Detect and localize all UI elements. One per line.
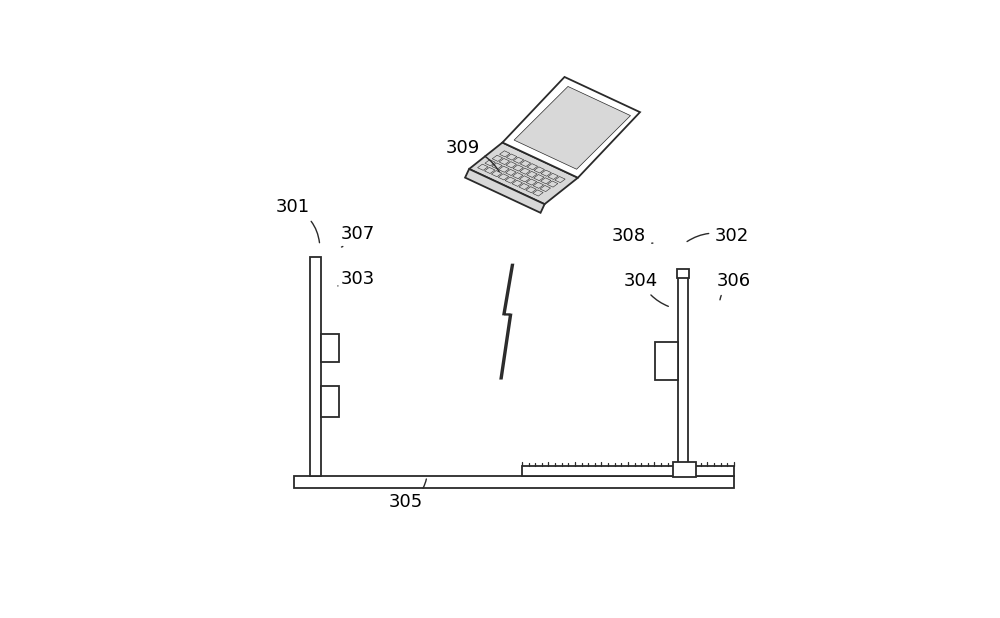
Polygon shape: [513, 157, 524, 163]
Polygon shape: [520, 168, 530, 174]
Polygon shape: [498, 174, 509, 180]
Polygon shape: [527, 164, 538, 170]
Text: 301: 301: [276, 198, 319, 243]
Bar: [522, 466, 734, 476]
Polygon shape: [469, 143, 578, 204]
Polygon shape: [502, 77, 640, 178]
Polygon shape: [533, 182, 544, 188]
Polygon shape: [492, 155, 503, 161]
Polygon shape: [484, 167, 495, 174]
Text: 304: 304: [624, 272, 668, 307]
Polygon shape: [534, 167, 544, 173]
Polygon shape: [500, 265, 513, 379]
Text: 305: 305: [388, 479, 426, 512]
Polygon shape: [513, 165, 523, 171]
Bar: [321, 334, 339, 362]
Polygon shape: [499, 166, 509, 172]
Bar: [678, 276, 688, 466]
Polygon shape: [548, 173, 558, 179]
Polygon shape: [534, 174, 544, 180]
Polygon shape: [512, 180, 522, 187]
Polygon shape: [478, 164, 488, 171]
Bar: [310, 257, 321, 476]
Text: 306: 306: [717, 272, 751, 300]
Text: 309: 309: [445, 139, 499, 172]
Bar: [677, 269, 689, 278]
Text: 308: 308: [612, 227, 653, 245]
Polygon shape: [519, 176, 530, 182]
Polygon shape: [500, 151, 510, 157]
Bar: [294, 476, 734, 488]
Polygon shape: [499, 158, 510, 164]
Bar: [655, 342, 678, 380]
Polygon shape: [526, 179, 537, 185]
Polygon shape: [514, 87, 631, 169]
Polygon shape: [533, 190, 543, 196]
Polygon shape: [541, 170, 551, 176]
Bar: [321, 386, 339, 417]
Polygon shape: [465, 169, 545, 213]
Polygon shape: [520, 161, 531, 167]
Polygon shape: [506, 162, 516, 168]
Text: 303: 303: [338, 270, 375, 288]
Polygon shape: [527, 171, 537, 177]
Polygon shape: [492, 163, 502, 169]
Polygon shape: [541, 178, 551, 184]
Polygon shape: [547, 181, 558, 187]
Polygon shape: [526, 187, 536, 193]
Polygon shape: [506, 169, 516, 176]
Polygon shape: [506, 154, 517, 160]
Polygon shape: [513, 172, 523, 179]
Polygon shape: [519, 184, 529, 190]
Polygon shape: [485, 159, 495, 166]
Polygon shape: [505, 177, 516, 183]
Text: 302: 302: [687, 227, 749, 245]
Bar: [673, 462, 696, 477]
Text: 307: 307: [341, 224, 375, 247]
Polygon shape: [540, 185, 551, 192]
Polygon shape: [555, 177, 565, 183]
Polygon shape: [491, 171, 502, 177]
